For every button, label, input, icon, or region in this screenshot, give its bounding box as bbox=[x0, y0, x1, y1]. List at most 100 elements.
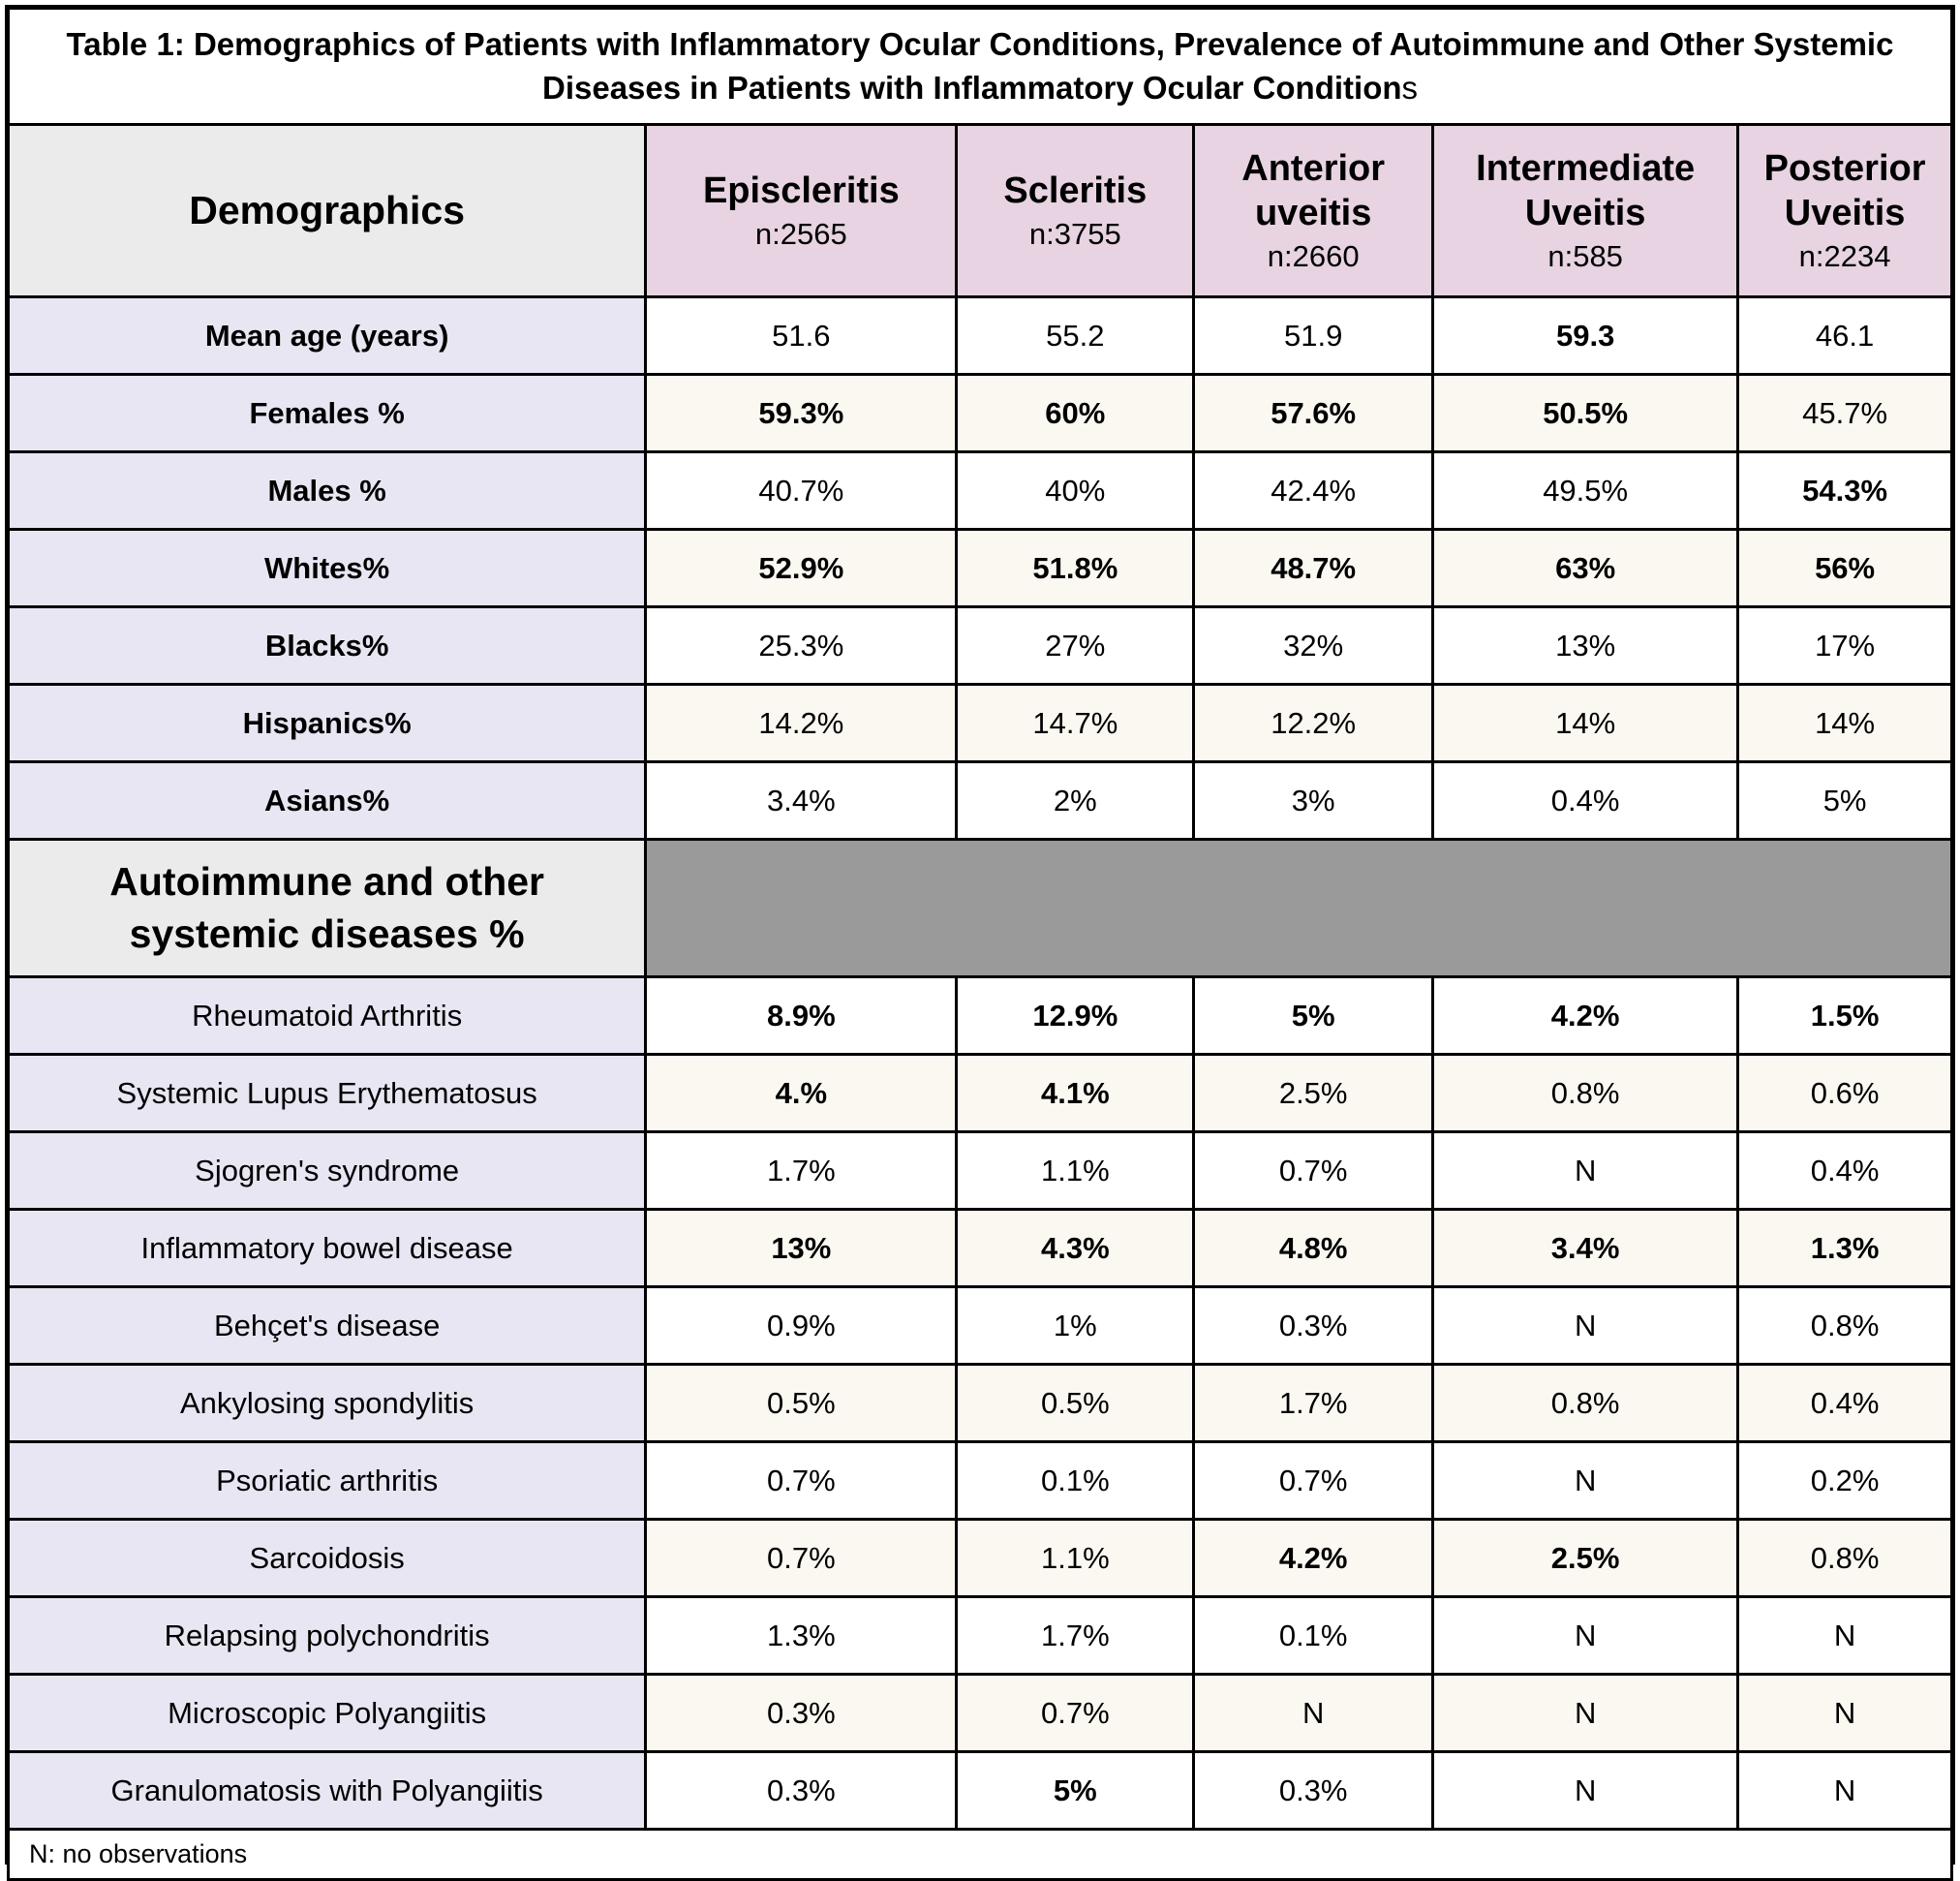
data-cell: 12.2% bbox=[1192, 683, 1435, 763]
data-cell: 2% bbox=[955, 760, 1196, 841]
data-cell: N bbox=[1431, 1285, 1740, 1366]
table-head: Table 1: Demographics of Patients with I… bbox=[6, 7, 1953, 298]
data-cell: 60% bbox=[955, 373, 1196, 453]
table-title: Table 1: Demographics of Patients with I… bbox=[7, 7, 1953, 126]
data-cell: 55.2 bbox=[955, 295, 1196, 376]
table-row: Asians% 3.4% 2% 3% 0.4% 5% bbox=[6, 760, 1953, 841]
column-sample-size: n:3755 bbox=[1028, 217, 1121, 252]
row-label: Sarcoidosis bbox=[6, 1518, 648, 1598]
data-cell: 0.7% bbox=[644, 1518, 959, 1598]
data-cell: 8.9% bbox=[644, 975, 959, 1056]
data-cell: 5% bbox=[1736, 760, 1953, 841]
table-row: Whites% 52.9% 51.8% 48.7% 63% 56% bbox=[6, 528, 1953, 608]
row-label: Males % bbox=[6, 450, 648, 531]
column-header-row: Demographics Episcleritis n:2565 Sclerit… bbox=[6, 123, 1953, 298]
row-label: Blacks% bbox=[6, 605, 648, 686]
data-cell: 0.2% bbox=[1736, 1440, 1953, 1521]
table-row: Females % 59.3% 60% 57.6% 50.5% 45.7% bbox=[6, 373, 1953, 453]
data-cell: 5% bbox=[955, 1750, 1196, 1831]
footnote: N: no observations bbox=[7, 1828, 1953, 1881]
table-title-suffix: s bbox=[1401, 69, 1419, 106]
row-label: Inflammatory bowel disease bbox=[6, 1208, 648, 1288]
data-cell: 13% bbox=[644, 1208, 959, 1288]
row-label: Rheumatoid Arthritis bbox=[6, 975, 648, 1056]
data-cell: N bbox=[1431, 1440, 1740, 1521]
data-cell: 0.1% bbox=[955, 1440, 1196, 1521]
table-row: Rheumatoid Arthritis 8.9% 12.9% 5% 4.2% 1.5% bbox=[6, 975, 1953, 1056]
row-label: Behçet's disease bbox=[6, 1285, 648, 1366]
row-label: Ankylosing spondylitis bbox=[6, 1363, 648, 1443]
data-cell: 4.3% bbox=[955, 1208, 1196, 1288]
row-label: Asians% bbox=[6, 760, 648, 841]
data-cell: 4.2% bbox=[1192, 1518, 1435, 1598]
column-header-posterior-uveitis: Posterior Uveitis n:2234 bbox=[1736, 123, 1953, 298]
data-cell: 45.7% bbox=[1736, 373, 1953, 453]
row-label: Hispanics% bbox=[6, 683, 648, 763]
table-row: Microscopic Polyangiitis 0.3% 0.7% N N N bbox=[6, 1673, 1953, 1753]
table-row: Mean age (years) 51.6 55.2 51.9 59.3 46.1 bbox=[6, 295, 1953, 376]
column-label: Posterior Uveitis bbox=[1763, 147, 1926, 233]
column-sample-size: n:2565 bbox=[754, 217, 847, 252]
data-cell: 63% bbox=[1431, 528, 1740, 608]
table-1-demographics: Table 1: Demographics of Patients with I… bbox=[5, 5, 1955, 1881]
data-cell: 14% bbox=[1431, 683, 1740, 763]
row-label: Whites% bbox=[6, 528, 648, 608]
column-sample-size: n:2234 bbox=[1798, 239, 1891, 274]
data-cell: N bbox=[1431, 1673, 1740, 1753]
data-cell: 5% bbox=[1192, 975, 1435, 1056]
row-label: Granulomatosis with Polyangiitis bbox=[6, 1750, 648, 1831]
data-cell: 1.1% bbox=[955, 1130, 1196, 1211]
row-label: Mean age (years) bbox=[6, 295, 648, 376]
data-cell: 12.9% bbox=[955, 975, 1196, 1056]
data-cell: 0.6% bbox=[1736, 1053, 1953, 1133]
data-cell: 1.7% bbox=[644, 1130, 959, 1211]
data-cell: 0.3% bbox=[644, 1673, 959, 1753]
column-header-demographics: Demographics bbox=[6, 123, 648, 298]
data-cell: 4.1% bbox=[955, 1053, 1196, 1133]
table-row: Systemic Lupus Erythematosus 4.% 4.1% 2.5% 0… bbox=[6, 1053, 1953, 1133]
data-cell: 0.8% bbox=[1431, 1053, 1740, 1133]
table-row: Granulomatosis with Polyangiitis 0.3% 5% 0.… bbox=[6, 1750, 1953, 1831]
data-cell: 0.4% bbox=[1736, 1130, 1953, 1211]
data-cell: 51.6 bbox=[644, 295, 959, 376]
data-cell: 4.2% bbox=[1431, 975, 1740, 1056]
data-cell: 27% bbox=[955, 605, 1196, 686]
data-cell: 0.4% bbox=[1736, 1363, 1953, 1443]
row-label: Systemic Lupus Erythematosus bbox=[6, 1053, 648, 1133]
data-cell: 1.7% bbox=[955, 1595, 1196, 1676]
data-cell: 3% bbox=[1192, 760, 1435, 841]
data-cell: 0.7% bbox=[955, 1673, 1196, 1753]
data-cell: 51.9 bbox=[1192, 295, 1435, 376]
data-cell: 3.4% bbox=[1431, 1208, 1740, 1288]
column-header-episcleritis: Episcleritis n:2565 bbox=[644, 123, 959, 298]
data-cell: 1.7% bbox=[1192, 1363, 1435, 1443]
data-cell: 59.3 bbox=[1431, 295, 1740, 376]
autoimmune-section-header: Autoimmune and other systemic diseases % bbox=[6, 838, 1953, 978]
column-label: Scleritis bbox=[1003, 170, 1148, 211]
data-cell: 4.8% bbox=[1192, 1208, 1435, 1288]
data-cell: 14.2% bbox=[644, 683, 959, 763]
data-cell: 32% bbox=[1192, 605, 1435, 686]
data-cell: 40% bbox=[955, 450, 1196, 531]
data-cell: 0.8% bbox=[1736, 1518, 1953, 1598]
table-row: Ankylosing spondylitis 0.5% 0.5% 1.7% 0.8% 0.… bbox=[6, 1363, 1953, 1443]
column-header-scleritis: Scleritis n:3755 bbox=[955, 123, 1196, 298]
data-cell: 0.3% bbox=[1192, 1285, 1435, 1366]
data-cell: 14% bbox=[1736, 683, 1953, 763]
data-cell: 14.7% bbox=[955, 683, 1196, 763]
data-cell: N bbox=[1736, 1595, 1953, 1676]
data-cell: 0.3% bbox=[1192, 1750, 1435, 1831]
data-cell: 17% bbox=[1736, 605, 1953, 686]
row-label: Microscopic Polyangiitis bbox=[6, 1673, 648, 1753]
data-cell: N bbox=[1431, 1750, 1740, 1831]
data-cell: 50.5% bbox=[1431, 373, 1740, 453]
data-cell: 59.3% bbox=[644, 373, 959, 453]
data-cell: 0.7% bbox=[1192, 1130, 1435, 1211]
data-cell: 0.7% bbox=[1192, 1440, 1435, 1521]
data-cell: 46.1 bbox=[1736, 295, 1953, 376]
row-label: Psoriatic arthritis bbox=[6, 1440, 648, 1521]
row-label: Relapsing polychondritis bbox=[6, 1595, 648, 1676]
data-cell: N bbox=[1431, 1130, 1740, 1211]
data-cell: 54.3% bbox=[1736, 450, 1953, 531]
